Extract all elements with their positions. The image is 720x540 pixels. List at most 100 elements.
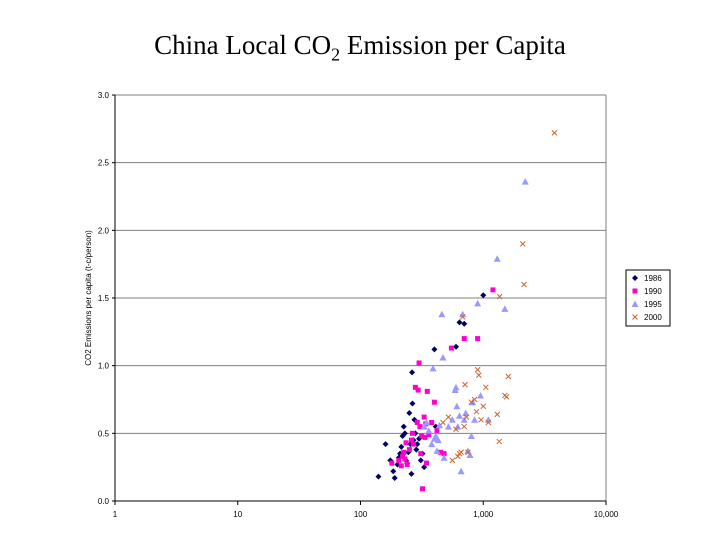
data-point-1986 bbox=[375, 473, 382, 480]
data-point-2000 bbox=[458, 449, 464, 456]
data-point-1990 bbox=[424, 388, 430, 394]
data-point-1995 bbox=[435, 421, 443, 429]
data-point-1990 bbox=[490, 287, 496, 293]
data-point-1986 bbox=[417, 457, 424, 464]
data-point-1990 bbox=[396, 457, 402, 463]
data-point-2000 bbox=[449, 457, 456, 464]
data-point-2000 bbox=[440, 419, 446, 426]
data-point-1986 bbox=[409, 369, 416, 376]
data-point-2000 bbox=[461, 423, 468, 430]
data-point-1990 bbox=[418, 451, 424, 457]
data-point-1990 bbox=[422, 434, 428, 440]
data-point-1990 bbox=[431, 399, 437, 405]
axes: 0.0 0.5 1.0 1.5 2.0 2.5 3.0 1 10 100 1,000 10,000 CO… bbox=[84, 91, 619, 519]
y-axis-label: CO2 Emissions per capita (t-c/person) bbox=[84, 230, 93, 366]
data-point-1990 bbox=[412, 384, 418, 390]
legend-marker-1995 bbox=[631, 300, 639, 307]
legend-label-1995: 1995 bbox=[644, 300, 662, 309]
data-points bbox=[375, 130, 558, 492]
data-point-1995 bbox=[471, 416, 479, 423]
data-point-1990 bbox=[461, 336, 467, 342]
data-point-2000 bbox=[478, 416, 484, 423]
data-point-1990 bbox=[424, 460, 430, 466]
data-point-1986 bbox=[391, 474, 398, 481]
data-point-2000 bbox=[462, 381, 468, 388]
data-point-1995 bbox=[521, 178, 529, 185]
data-point-1986 bbox=[456, 319, 463, 326]
data-point-2000 bbox=[473, 408, 480, 415]
data-point-1990 bbox=[475, 336, 481, 342]
data-point-1995 bbox=[467, 432, 475, 440]
data-point-2000 bbox=[459, 314, 466, 320]
data-point-1990 bbox=[421, 414, 427, 420]
data-point-2000 bbox=[551, 130, 558, 136]
x-tick-label: 1 bbox=[113, 510, 118, 519]
title-rest: Emission per Capita bbox=[340, 30, 566, 60]
data-point-1986 bbox=[398, 443, 405, 450]
data-point-2000 bbox=[480, 403, 487, 410]
data-point-1995 bbox=[440, 454, 448, 461]
data-point-2000 bbox=[503, 393, 510, 400]
legend-marker-1986 bbox=[632, 275, 638, 281]
data-point-1990 bbox=[426, 432, 432, 438]
data-point-2000 bbox=[494, 411, 501, 418]
data-point-2000 bbox=[475, 372, 482, 378]
x-tick-label: 100 bbox=[354, 510, 368, 519]
data-point-1990 bbox=[402, 456, 408, 462]
data-point-2000 bbox=[454, 453, 461, 460]
data-point-1990 bbox=[398, 463, 404, 469]
data-point-1990 bbox=[415, 387, 421, 393]
data-point-1990 bbox=[404, 461, 410, 467]
data-point-2000 bbox=[453, 426, 459, 433]
data-point-1986 bbox=[401, 430, 408, 437]
data-point-1995 bbox=[428, 440, 436, 448]
data-point-1986 bbox=[408, 470, 415, 477]
data-point-2000 bbox=[471, 396, 478, 403]
legend-marker-2000 bbox=[632, 314, 638, 320]
data-point-2000 bbox=[474, 366, 481, 373]
data-point-1990 bbox=[429, 420, 435, 426]
data-point-2000 bbox=[496, 438, 503, 445]
data-point-1995 bbox=[425, 427, 433, 434]
data-point-1990 bbox=[420, 486, 426, 492]
data-point-1995 bbox=[455, 412, 463, 419]
legend-marker-1990 bbox=[632, 288, 638, 294]
data-point-1995 bbox=[432, 432, 440, 440]
data-point-2000 bbox=[521, 281, 527, 288]
data-point-2000 bbox=[482, 384, 489, 391]
data-point-1995 bbox=[462, 409, 470, 417]
data-point-1995 bbox=[477, 391, 485, 399]
data-point-1995 bbox=[429, 364, 437, 372]
data-point-1995 bbox=[439, 354, 447, 361]
data-point-2000 bbox=[445, 414, 452, 420]
data-point-1986 bbox=[421, 464, 428, 471]
data-point-1990 bbox=[448, 345, 454, 351]
data-point-1986 bbox=[453, 343, 460, 350]
data-point-1995 bbox=[474, 299, 482, 307]
data-point-1986 bbox=[431, 346, 438, 353]
series-1990 bbox=[389, 287, 496, 492]
data-point-2000 bbox=[463, 414, 470, 420]
y-tick-label: 1.5 bbox=[98, 294, 110, 303]
legend-label-1990: 1990 bbox=[644, 287, 662, 296]
legend-box bbox=[625, 269, 671, 327]
data-point-1990 bbox=[438, 449, 444, 455]
data-point-1986 bbox=[382, 441, 389, 448]
y-tick-label: 3.0 bbox=[98, 91, 110, 100]
data-point-1995 bbox=[438, 310, 446, 318]
data-point-1990 bbox=[401, 449, 407, 455]
data-point-1995 bbox=[433, 447, 441, 454]
data-point-2000 bbox=[519, 241, 526, 247]
data-point-2000 bbox=[496, 293, 503, 300]
data-point-1990 bbox=[389, 460, 395, 466]
data-point-1990 bbox=[414, 420, 420, 426]
y-tick-label: 0.5 bbox=[98, 429, 110, 438]
title-subscript: 2 bbox=[331, 44, 341, 65]
data-point-1986 bbox=[409, 400, 416, 407]
data-point-2000 bbox=[505, 373, 512, 380]
data-point-1990 bbox=[408, 437, 414, 443]
legend-label-1986: 1986 bbox=[644, 274, 662, 283]
y-tick-label: 2.5 bbox=[98, 159, 110, 168]
x-tick-label: 10 bbox=[233, 510, 242, 519]
